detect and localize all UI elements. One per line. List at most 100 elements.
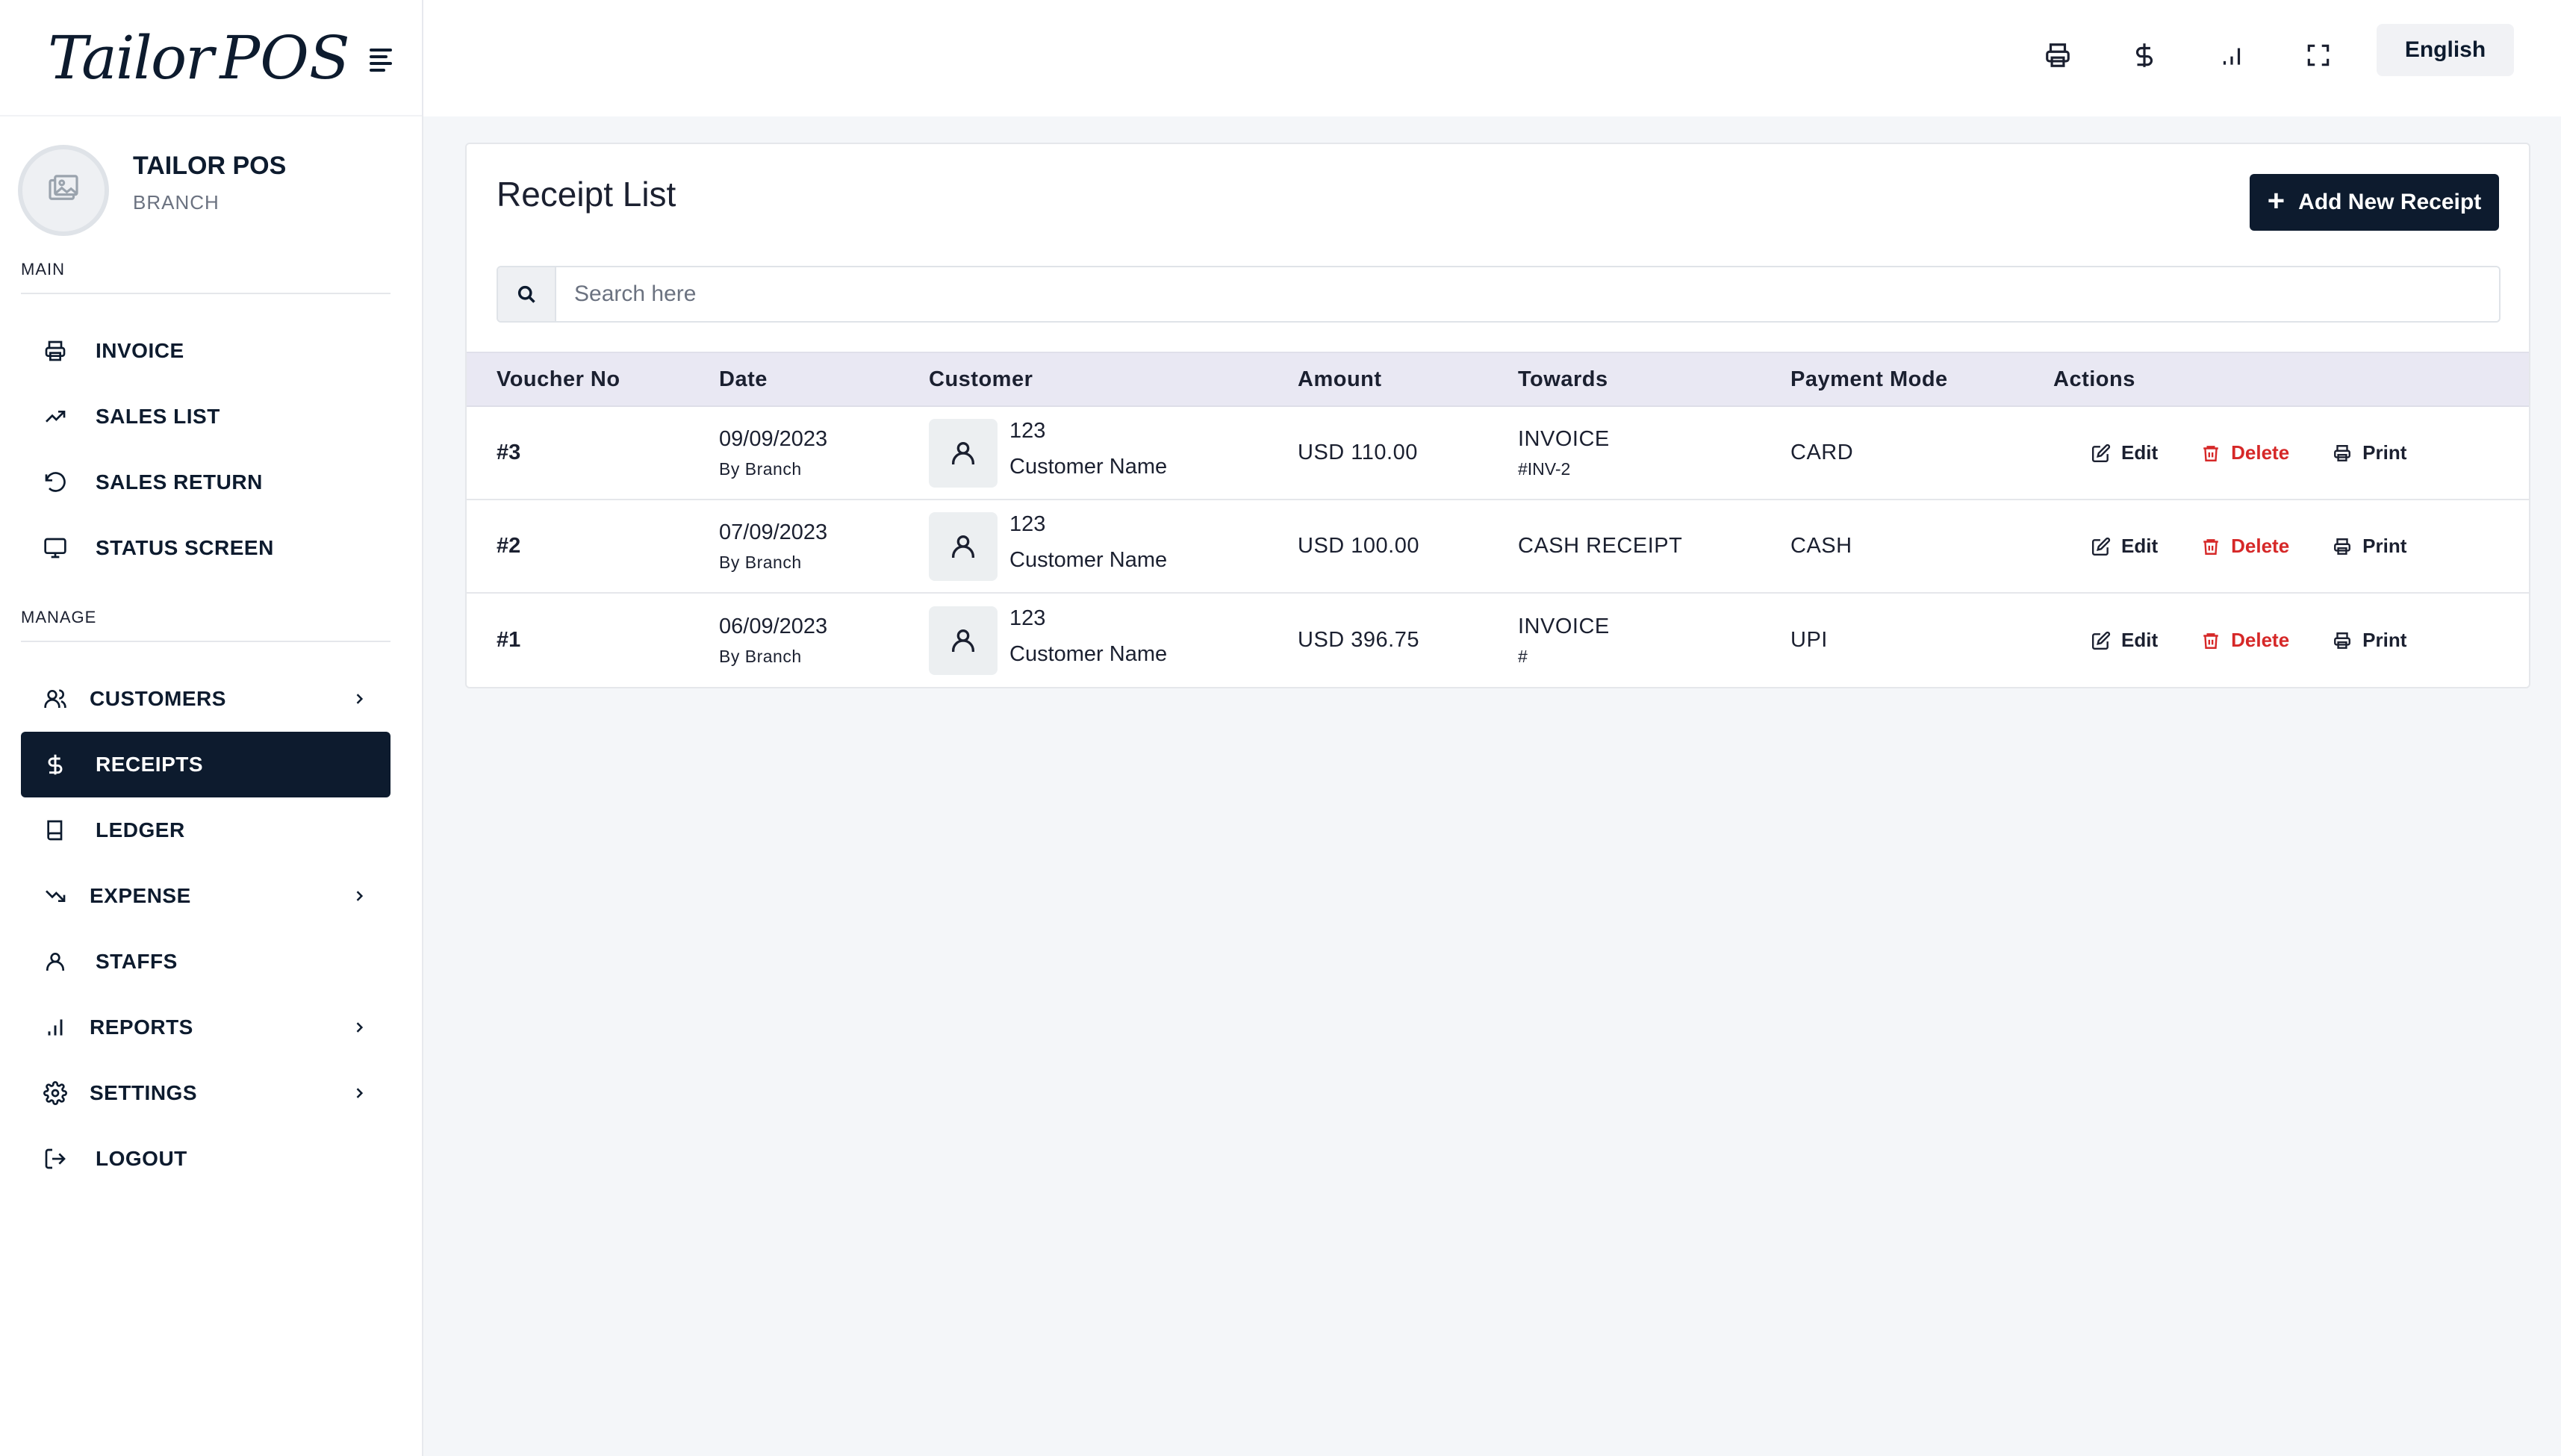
chevron-right-icon: [349, 1017, 370, 1038]
sidebar-item-label: SALES RETURN: [96, 470, 263, 494]
customer-id: 123: [1009, 511, 1046, 536]
dollar-icon: [42, 751, 69, 778]
printer-icon[interactable]: [2037, 34, 2079, 76]
page-title: Receipt List: [497, 175, 676, 214]
customer-avatar: [929, 511, 998, 581]
customer-cell: 123 Customer Name: [929, 418, 1168, 488]
customer-avatar: [929, 418, 998, 488]
customer-id: 123: [1009, 606, 1046, 630]
header-towards[interactable]: Towards: [1518, 367, 1608, 391]
dollar-icon[interactable]: [2123, 34, 2165, 76]
customer-id: 123: [1009, 418, 1046, 443]
search-input[interactable]: [556, 267, 2499, 321]
date-cell: 09/09/2023 By Branch: [719, 427, 827, 479]
hamburger-menu-icon[interactable]: [369, 48, 392, 72]
header-amount[interactable]: Amount: [1298, 367, 1382, 391]
delete-button[interactable]: Delete: [2201, 629, 2289, 652]
section-label-main: MAIN: [21, 260, 65, 279]
table-row: #2 07/09/2023 By Branch 123 Customer Nam…: [467, 500, 2529, 594]
towards: INVOICE: [1518, 426, 1610, 451]
chevron-right-icon: [349, 1083, 370, 1104]
date: 06/09/2023: [719, 614, 828, 638]
header-customer[interactable]: Customer: [929, 367, 1033, 391]
receipt-list-card: Receipt List + Add New Receipt Voucher N…: [465, 143, 2530, 688]
search-icon[interactable]: [498, 267, 556, 321]
sidebar-item-status-screen[interactable]: STATUS SCREEN: [21, 515, 390, 581]
header-voucher-no[interactable]: Voucher No: [497, 367, 620, 391]
topbar: English: [423, 0, 2561, 116]
sidebar-item-label: LEDGER: [96, 818, 185, 841]
logout-icon: [42, 1145, 69, 1172]
edit-label: Edit: [2121, 535, 2159, 557]
print-button[interactable]: Print: [2333, 535, 2406, 558]
date: 09/09/2023: [719, 426, 828, 451]
date: 07/09/2023: [719, 520, 828, 544]
delete-button[interactable]: Delete: [2201, 441, 2289, 464]
print-label: Print: [2362, 441, 2407, 464]
print-label: Print: [2362, 535, 2407, 557]
section-divider: [21, 641, 390, 642]
trash-icon: [2203, 632, 2218, 649]
sidebar-item-invoice[interactable]: INVOICE: [21, 318, 390, 384]
undo-icon: [42, 469, 69, 496]
logo-suffix-text: POS: [220, 22, 350, 93]
sidebar-item-logout[interactable]: LOGOUT: [21, 1126, 390, 1192]
delete-button[interactable]: Delete: [2201, 535, 2289, 558]
created-by: By Branch: [719, 552, 802, 572]
sidebar-item-reports[interactable]: REPORTS: [21, 995, 390, 1060]
profile: TAILOR POS BRANCH: [0, 116, 422, 248]
payment-mode: CASH: [1790, 534, 1852, 558]
table-row: #1 06/09/2023 By Branch 123 Customer Nam…: [467, 594, 2529, 687]
user-icon: [42, 948, 69, 975]
print-button[interactable]: Print: [2333, 629, 2406, 652]
chevron-right-icon: [349, 886, 370, 906]
printer-icon: [42, 337, 69, 364]
header-payment-mode[interactable]: Payment Mode: [1790, 367, 1948, 391]
table-row: #3 09/09/2023 By Branch 123 Customer Nam…: [467, 407, 2529, 500]
trash-icon: [2203, 445, 2218, 461]
customer-name: Customer Name: [1009, 454, 1168, 479]
edit-button[interactable]: Edit: [2091, 629, 2158, 652]
edit-button[interactable]: Edit: [2091, 441, 2158, 464]
row-actions: Edit Delete Print: [2072, 441, 2406, 464]
sidebar-item-label: LOGOUT: [96, 1147, 187, 1170]
sidebar-item-label: SALES LIST: [96, 405, 220, 428]
towards-cell: CASH RECEIPT: [1518, 534, 1682, 559]
sidebar-item-customers[interactable]: CUSTOMERS: [21, 666, 390, 732]
voucher-no: #2: [497, 534, 521, 558]
sidebar-item-sales-return[interactable]: SALES RETURN: [21, 449, 390, 515]
profile-role: BRANCH: [133, 191, 220, 214]
amount: USD 396.75: [1298, 628, 1419, 652]
search-bar: [497, 266, 2501, 323]
language-selector[interactable]: English: [2377, 24, 2514, 76]
header-date[interactable]: Date: [719, 367, 768, 391]
edit-button[interactable]: Edit: [2091, 535, 2158, 558]
sidebar-item-label: STATUS SCREEN: [96, 536, 274, 559]
sidebar-item-label: EXPENSE: [90, 884, 191, 907]
logo: Tailor POS: [48, 23, 350, 93]
sidebar-item-ledger[interactable]: LEDGER: [21, 797, 390, 863]
sidebar-item-expense[interactable]: EXPENSE: [21, 863, 390, 929]
edit-icon: [2091, 537, 2111, 556]
sidebar-item-settings[interactable]: SETTINGS: [21, 1060, 390, 1126]
customer-name: Customer Name: [1009, 641, 1168, 666]
section-label-manage: MANAGE: [21, 608, 97, 626]
sidebar-item-receipts[interactable]: RECEIPTS: [21, 732, 390, 797]
trend-up-icon: [42, 403, 69, 430]
printer-icon: [2334, 632, 2351, 649]
fullscreen-icon[interactable]: [2297, 34, 2339, 76]
add-new-receipt-button[interactable]: + Add New Receipt: [2250, 174, 2499, 231]
sidebar-item-label: CUSTOMERS: [90, 687, 226, 710]
sidebar-item-sales-list[interactable]: SALES LIST: [21, 384, 390, 449]
print-button[interactable]: Print: [2333, 441, 2406, 464]
bar-chart-icon[interactable]: [2211, 34, 2253, 76]
trash-icon: [2203, 538, 2218, 555]
bar-chart-icon: [42, 1014, 69, 1041]
towards: CASH RECEIPT: [1518, 534, 1683, 558]
amount: USD 100.00: [1298, 534, 1419, 558]
user-icon: [952, 535, 974, 558]
sidebar-item-staffs[interactable]: STAFFS: [21, 929, 390, 995]
sidebar-item-label: RECEIPTS: [96, 753, 204, 776]
sidebar: Tailor POS TAILOR POS BRANCH MAIN: [0, 0, 423, 1456]
profile-name: TAILOR POS: [133, 152, 287, 180]
